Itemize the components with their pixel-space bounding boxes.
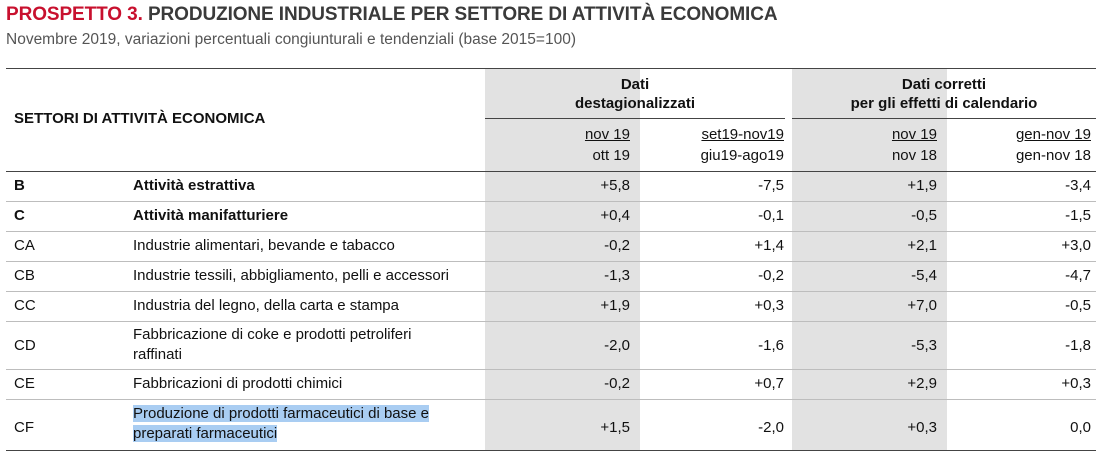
- row-value: 0,0: [1070, 419, 1091, 436]
- table-number: PROSPETTO 3.: [6, 4, 143, 25]
- row-value: -0,2: [604, 237, 630, 254]
- row-value: -1,6: [758, 337, 784, 354]
- row-value: +3,0: [1061, 237, 1091, 254]
- row-name-line2[interactable]: preparati farmaceutici: [133, 425, 278, 442]
- col-header-1-base: ott 19: [592, 147, 630, 164]
- row-value: +2,9: [907, 375, 937, 392]
- row-value: +1,4: [754, 237, 784, 254]
- row-value: +0,3: [754, 297, 784, 314]
- rule-row-7: [6, 399, 1096, 400]
- col-header-3-base: nov 18: [891, 147, 937, 164]
- row-value: -0,2: [758, 267, 784, 284]
- row-value: -4,7: [1065, 267, 1091, 284]
- rule-header-bottom: [6, 171, 1096, 172]
- row-value: -2,0: [604, 337, 630, 354]
- row-code: CD: [14, 337, 36, 354]
- row-name: Attività manifatturiere: [133, 207, 289, 224]
- group-header-1-line1: Dati: [620, 76, 650, 93]
- table-subtitle: Novembre 2019, variazioni percentuali co…: [6, 31, 576, 48]
- row-value: -7,5: [758, 177, 784, 194]
- row-code: CF: [14, 419, 34, 436]
- row-value: +0,4: [600, 207, 630, 224]
- row-value: -0,5: [1065, 297, 1091, 314]
- col-header-1: nov 19: [584, 126, 630, 143]
- row-code: CC: [14, 297, 36, 314]
- row-name-line1[interactable]: Produzione di prodotti farmaceutici di b…: [133, 405, 430, 422]
- col-header-4: gen-nov 19: [1015, 126, 1091, 143]
- selected-text[interactable]: preparati farmaceutici: [133, 425, 278, 442]
- row-value: -5,3: [911, 337, 937, 354]
- rule-group-1: [485, 118, 785, 119]
- rule-row-2: [6, 231, 1096, 232]
- col-header-2-base: giu19-ago19: [700, 147, 784, 164]
- row-name: Attività estrattiva: [133, 177, 255, 194]
- rule-row-1: [6, 201, 1096, 202]
- row-value: +1,9: [907, 177, 937, 194]
- row-name-line1: Fabbricazione di coke e prodotti petroli…: [133, 326, 412, 343]
- row-code: CB: [14, 267, 35, 284]
- row-value: +2,1: [907, 237, 937, 254]
- col-header-3: nov 19: [891, 126, 937, 143]
- col-header-2: set19-nov19: [701, 126, 784, 143]
- col-header-4-base: gen-nov 18: [1015, 147, 1091, 164]
- shade-col-3: [792, 68, 947, 450]
- row-value: -1,8: [1065, 337, 1091, 354]
- rule-top: [6, 68, 1096, 69]
- row-value: -2,0: [758, 419, 784, 436]
- row-value: -0,2: [604, 375, 630, 392]
- row-name: Industrie tessili, abbigliamento, pelli …: [133, 267, 449, 284]
- row-value: -0,1: [758, 207, 784, 224]
- rule-row-4: [6, 291, 1096, 292]
- rule-row-6: [6, 369, 1096, 370]
- row-code: CA: [14, 237, 35, 254]
- row-value: +7,0: [907, 297, 937, 314]
- rule-bottom: [6, 450, 1096, 451]
- row-value: -0,5: [911, 207, 937, 224]
- row-value: +1,9: [600, 297, 630, 314]
- group-header-1-line2: destagionalizzati: [574, 95, 696, 112]
- row-name: Industria del legno, della carta e stamp…: [133, 297, 399, 314]
- row-value: +0,3: [907, 419, 937, 436]
- row-value: -3,4: [1065, 177, 1091, 194]
- rule-group-2: [792, 118, 1096, 119]
- row-name: Industrie alimentari, bevande e tabacco: [133, 237, 395, 254]
- table-title-text: PRODUZIONE INDUSTRIALE PER SETTORE DI AT…: [147, 4, 778, 25]
- row-value: +1,5: [600, 419, 630, 436]
- row-code: B: [14, 177, 25, 194]
- group-header-2-line1: Dati corretti: [901, 76, 987, 93]
- selected-text[interactable]: Produzione di prodotti farmaceutici di b…: [133, 405, 430, 422]
- row-code: CE: [14, 375, 35, 392]
- rule-row-3: [6, 261, 1096, 262]
- row-value: +0,3: [1061, 375, 1091, 392]
- row-code: C: [14, 207, 25, 224]
- sector-column-header: SETTORI DI ATTIVITÀ ECONOMICA: [14, 110, 266, 127]
- row-value: -5,4: [911, 267, 937, 284]
- row-value: -1,3: [604, 267, 630, 284]
- rule-row-5: [6, 321, 1096, 322]
- row-value: -1,5: [1065, 207, 1091, 224]
- row-value: +0,7: [754, 375, 784, 392]
- shade-col-1: [485, 68, 640, 450]
- group-header-2-line2: per gli effetti di calendario: [850, 95, 1038, 112]
- row-value: +5,8: [600, 177, 630, 194]
- table-title: PROSPETTO 3. PRODUZIONE INDUSTRIALE PER …: [6, 4, 778, 26]
- row-name: Fabbricazioni di prodotti chimici: [133, 375, 343, 392]
- row-name-line2: raffinati: [133, 346, 182, 363]
